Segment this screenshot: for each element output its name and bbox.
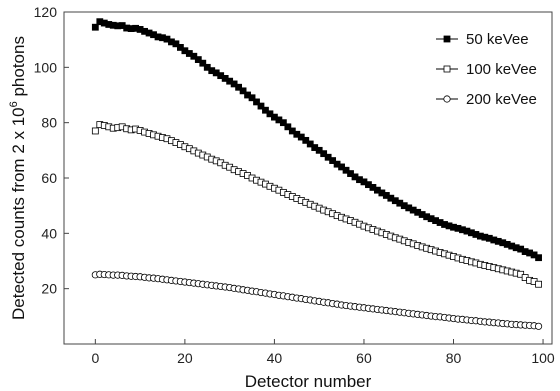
- series-3: [91, 270, 543, 330]
- legend-label: 50 keVee: [466, 31, 529, 48]
- y-axis: 20 40 60 80 100 120: [34, 4, 69, 297]
- y-tick-label: 80: [41, 115, 57, 131]
- data-point: [306, 140, 314, 148]
- x-tick-label: 60: [356, 350, 372, 366]
- y-axis-label-main: Detected counts from 2 x 10: [9, 107, 28, 320]
- data-point: [329, 157, 337, 164]
- x-tick-label: 0: [91, 350, 99, 366]
- y-tick-label: 40: [41, 225, 57, 241]
- y-tick-label: 20: [41, 281, 57, 297]
- series-layer: [91, 18, 543, 330]
- data-point: [279, 119, 287, 127]
- data-point: [91, 23, 99, 31]
- data-point: [284, 123, 292, 131]
- data-point: [194, 56, 202, 63]
- legend-label: 100 keVee: [466, 61, 537, 78]
- x-tick-label: 40: [267, 350, 283, 366]
- data-point: [91, 127, 99, 135]
- data-point: [535, 280, 542, 288]
- y-tick-label: 100: [34, 59, 58, 75]
- data-point: [534, 322, 543, 330]
- data-point: [257, 102, 265, 110]
- data-point: [302, 136, 310, 144]
- x-tick-label: 100: [531, 350, 555, 366]
- data-point: [535, 254, 542, 262]
- data-point: [248, 94, 256, 102]
- y-axis-label-unit: photons: [9, 36, 28, 101]
- legend: 50 keVee 100 keVee 200 keVee: [428, 18, 550, 114]
- data-point: [320, 150, 328, 158]
- legend-entry: 50 keVee: [436, 31, 529, 48]
- y-tick-label: 60: [41, 170, 57, 186]
- legend-marker: [443, 65, 451, 73]
- x-tick-label: 80: [446, 350, 462, 366]
- data-point: [262, 106, 269, 114]
- legend-marker: [443, 95, 451, 103]
- y-axis-label-exponent: 6: [8, 101, 20, 107]
- data-point: [235, 83, 243, 91]
- y-tick-label: 120: [34, 4, 58, 20]
- x-tick-label: 20: [177, 350, 193, 366]
- series-2: [91, 121, 542, 288]
- data-point: [239, 87, 247, 95]
- series-1: [91, 18, 542, 262]
- legend-marker: [443, 35, 451, 43]
- legend-entry: 200 keVee: [436, 91, 537, 108]
- data-point: [253, 98, 260, 106]
- legend-entry: 100 keVee: [436, 61, 537, 78]
- x-axis-label: Detector number: [245, 372, 372, 391]
- x-axis: 0 20 40 60 80 100: [91, 339, 555, 366]
- y-axis-label: Detected counts from 2 x 106 photons: [8, 36, 28, 320]
- data-point: [172, 40, 180, 48]
- data-point: [199, 59, 207, 67]
- legend-label: 200 keVee: [466, 91, 537, 108]
